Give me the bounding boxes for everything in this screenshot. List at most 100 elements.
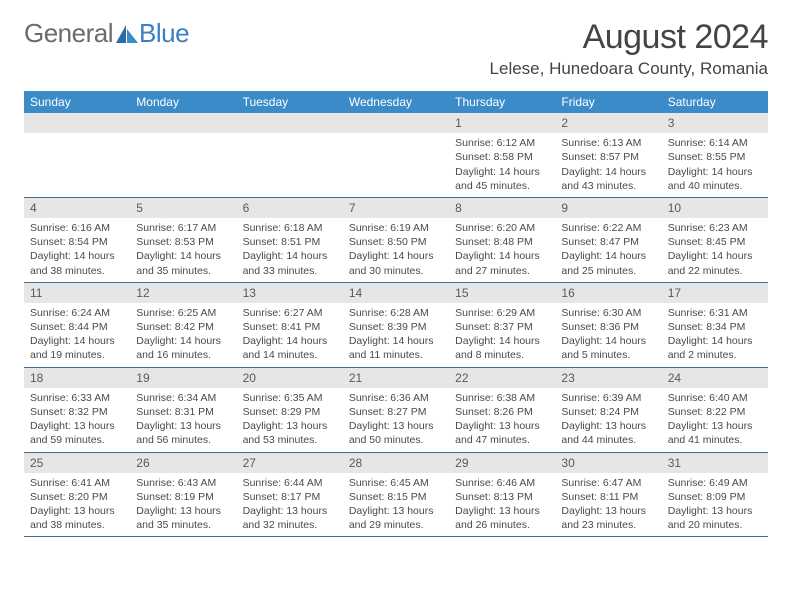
day-cell: 15Sunrise: 6:29 AMSunset: 8:37 PMDayligh… xyxy=(449,283,555,367)
sunrise-text: Sunrise: 6:44 AM xyxy=(243,476,337,490)
sunrise-text: Sunrise: 6:17 AM xyxy=(136,221,230,235)
day-content: Sunrise: 6:12 AMSunset: 8:58 PMDaylight:… xyxy=(449,133,555,197)
day-cell: 22Sunrise: 6:38 AMSunset: 8:26 PMDayligh… xyxy=(449,368,555,452)
sunrise-text: Sunrise: 6:38 AM xyxy=(455,391,549,405)
day-number: 15 xyxy=(449,283,555,303)
day-number: 31 xyxy=(662,453,768,473)
sunrise-text: Sunrise: 6:27 AM xyxy=(243,306,337,320)
day-cell: 5Sunrise: 6:17 AMSunset: 8:53 PMDaylight… xyxy=(130,198,236,282)
daylight-line2: and 27 minutes. xyxy=(455,264,549,278)
sunrise-text: Sunrise: 6:46 AM xyxy=(455,476,549,490)
daylight-line2: and 43 minutes. xyxy=(561,179,655,193)
day-cell: 7Sunrise: 6:19 AMSunset: 8:50 PMDaylight… xyxy=(343,198,449,282)
daylight-line1: Daylight: 14 hours xyxy=(349,249,443,263)
logo-text-general: General xyxy=(24,18,113,49)
day-number: 19 xyxy=(130,368,236,388)
daylight-line1: Daylight: 14 hours xyxy=(668,165,762,179)
day-content: Sunrise: 6:35 AMSunset: 8:29 PMDaylight:… xyxy=(237,388,343,452)
day-content: Sunrise: 6:23 AMSunset: 8:45 PMDaylight:… xyxy=(662,218,768,282)
day-cell xyxy=(237,113,343,197)
daylight-line2: and 2 minutes. xyxy=(668,348,762,362)
daylight-line1: Daylight: 14 hours xyxy=(561,249,655,263)
daylight-line2: and 41 minutes. xyxy=(668,433,762,447)
day-cell: 6Sunrise: 6:18 AMSunset: 8:51 PMDaylight… xyxy=(237,198,343,282)
day-cell: 12Sunrise: 6:25 AMSunset: 8:42 PMDayligh… xyxy=(130,283,236,367)
week-row: 18Sunrise: 6:33 AMSunset: 8:32 PMDayligh… xyxy=(24,368,768,453)
daylight-line2: and 50 minutes. xyxy=(349,433,443,447)
daylight-line1: Daylight: 14 hours xyxy=(349,334,443,348)
day-number: 5 xyxy=(130,198,236,218)
logo: General Blue xyxy=(24,18,189,49)
day-cell xyxy=(24,113,130,197)
day-content: Sunrise: 6:30 AMSunset: 8:36 PMDaylight:… xyxy=(555,303,661,367)
sunset-text: Sunset: 8:19 PM xyxy=(136,490,230,504)
week-row: 4Sunrise: 6:16 AMSunset: 8:54 PMDaylight… xyxy=(24,198,768,283)
daylight-line2: and 8 minutes. xyxy=(455,348,549,362)
day-number: 6 xyxy=(237,198,343,218)
day-cell: 9Sunrise: 6:22 AMSunset: 8:47 PMDaylight… xyxy=(555,198,661,282)
sunset-text: Sunset: 8:50 PM xyxy=(349,235,443,249)
day-content: Sunrise: 6:40 AMSunset: 8:22 PMDaylight:… xyxy=(662,388,768,452)
day-cell: 1Sunrise: 6:12 AMSunset: 8:58 PMDaylight… xyxy=(449,113,555,197)
day-content: Sunrise: 6:16 AMSunset: 8:54 PMDaylight:… xyxy=(24,218,130,282)
day-number: 25 xyxy=(24,453,130,473)
daylight-line1: Daylight: 14 hours xyxy=(561,334,655,348)
daylight-line2: and 38 minutes. xyxy=(30,518,124,532)
sunrise-text: Sunrise: 6:49 AM xyxy=(668,476,762,490)
day-content: Sunrise: 6:41 AMSunset: 8:20 PMDaylight:… xyxy=(24,473,130,537)
sunset-text: Sunset: 8:13 PM xyxy=(455,490,549,504)
weeks-container: 1Sunrise: 6:12 AMSunset: 8:58 PMDaylight… xyxy=(24,113,768,537)
sunrise-text: Sunrise: 6:31 AM xyxy=(668,306,762,320)
day-cell: 21Sunrise: 6:36 AMSunset: 8:27 PMDayligh… xyxy=(343,368,449,452)
day-cell: 11Sunrise: 6:24 AMSunset: 8:44 PMDayligh… xyxy=(24,283,130,367)
sunset-text: Sunset: 8:34 PM xyxy=(668,320,762,334)
daylight-line2: and 33 minutes. xyxy=(243,264,337,278)
logo-text-blue: Blue xyxy=(139,18,189,49)
day-content: Sunrise: 6:49 AMSunset: 8:09 PMDaylight:… xyxy=(662,473,768,537)
day-content: Sunrise: 6:43 AMSunset: 8:19 PMDaylight:… xyxy=(130,473,236,537)
weekday-header-cell: Saturday xyxy=(662,91,768,113)
day-number: 21 xyxy=(343,368,449,388)
sunset-text: Sunset: 8:51 PM xyxy=(243,235,337,249)
day-number: 26 xyxy=(130,453,236,473)
sunrise-text: Sunrise: 6:18 AM xyxy=(243,221,337,235)
daylight-line2: and 47 minutes. xyxy=(455,433,549,447)
sunrise-text: Sunrise: 6:28 AM xyxy=(349,306,443,320)
day-number xyxy=(343,113,449,133)
day-number: 13 xyxy=(237,283,343,303)
sunset-text: Sunset: 8:42 PM xyxy=(136,320,230,334)
day-cell: 16Sunrise: 6:30 AMSunset: 8:36 PMDayligh… xyxy=(555,283,661,367)
daylight-line2: and 38 minutes. xyxy=(30,264,124,278)
day-number: 2 xyxy=(555,113,661,133)
daylight-line1: Daylight: 13 hours xyxy=(455,419,549,433)
daylight-line1: Daylight: 13 hours xyxy=(561,504,655,518)
daylight-line1: Daylight: 14 hours xyxy=(668,249,762,263)
day-cell: 28Sunrise: 6:45 AMSunset: 8:15 PMDayligh… xyxy=(343,453,449,537)
day-cell: 13Sunrise: 6:27 AMSunset: 8:41 PMDayligh… xyxy=(237,283,343,367)
day-content: Sunrise: 6:22 AMSunset: 8:47 PMDaylight:… xyxy=(555,218,661,282)
daylight-line1: Daylight: 14 hours xyxy=(30,249,124,263)
day-cell: 27Sunrise: 6:44 AMSunset: 8:17 PMDayligh… xyxy=(237,453,343,537)
day-content: Sunrise: 6:14 AMSunset: 8:55 PMDaylight:… xyxy=(662,133,768,197)
day-cell: 14Sunrise: 6:28 AMSunset: 8:39 PMDayligh… xyxy=(343,283,449,367)
logo-sail-icon xyxy=(116,25,138,43)
sunrise-text: Sunrise: 6:24 AM xyxy=(30,306,124,320)
sunrise-text: Sunrise: 6:47 AM xyxy=(561,476,655,490)
day-cell xyxy=(130,113,236,197)
sunrise-text: Sunrise: 6:35 AM xyxy=(243,391,337,405)
weekday-header-cell: Thursday xyxy=(449,91,555,113)
daylight-line2: and 25 minutes. xyxy=(561,264,655,278)
daylight-line1: Daylight: 14 hours xyxy=(455,249,549,263)
day-cell: 29Sunrise: 6:46 AMSunset: 8:13 PMDayligh… xyxy=(449,453,555,537)
sunset-text: Sunset: 8:48 PM xyxy=(455,235,549,249)
daylight-line1: Daylight: 14 hours xyxy=(136,334,230,348)
calendar-grid: SundayMondayTuesdayWednesdayThursdayFrid… xyxy=(24,91,768,537)
day-cell: 3Sunrise: 6:14 AMSunset: 8:55 PMDaylight… xyxy=(662,113,768,197)
sunrise-text: Sunrise: 6:20 AM xyxy=(455,221,549,235)
weekday-header-cell: Friday xyxy=(555,91,661,113)
day-cell: 10Sunrise: 6:23 AMSunset: 8:45 PMDayligh… xyxy=(662,198,768,282)
day-number: 7 xyxy=(343,198,449,218)
day-number: 3 xyxy=(662,113,768,133)
day-number: 12 xyxy=(130,283,236,303)
day-content: Sunrise: 6:19 AMSunset: 8:50 PMDaylight:… xyxy=(343,218,449,282)
